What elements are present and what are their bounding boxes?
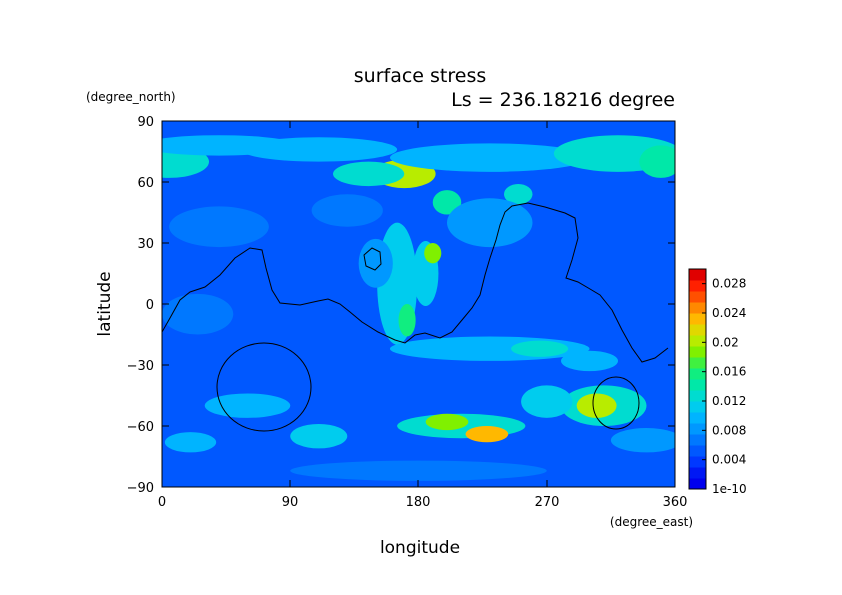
colorbar-band	[689, 478, 706, 490]
colorbar-band	[689, 401, 706, 413]
heatmap-cell	[290, 460, 547, 481]
x-unit-label: (degree_east)	[610, 515, 693, 529]
y-tick-label: 90	[137, 115, 154, 130]
crater-hellas	[216, 342, 312, 432]
colorbar-band	[689, 445, 706, 457]
colorbar-band	[689, 335, 706, 347]
colorbar-tick-label: 0.024	[712, 306, 746, 320]
heatmap-cell	[432, 190, 462, 215]
heatmap-cell	[447, 198, 533, 248]
heatmap-cell	[465, 426, 509, 443]
heatmap	[162, 121, 675, 487]
colorbar-band	[689, 269, 706, 281]
heatmap-cell	[333, 161, 405, 187]
heatmap-cell	[290, 423, 348, 449]
y-tick-label: 60	[137, 176, 154, 191]
heatmap-cell	[240, 137, 398, 162]
colorbar-frame	[688, 268, 707, 490]
heatmap-cell	[164, 432, 217, 453]
colorbar-band	[689, 357, 706, 369]
heatmap-cell	[521, 385, 573, 418]
colorbar-tick-label: 0.008	[712, 423, 746, 437]
colorbar-band	[689, 324, 706, 336]
heatmap-cell	[390, 143, 590, 172]
colorbar-band	[689, 434, 706, 446]
colorbar-band	[689, 412, 706, 424]
heatmap-cell	[425, 413, 469, 431]
heatmap-cell	[398, 304, 416, 337]
colorbar-band	[689, 379, 706, 391]
x-tick-label: 180	[406, 495, 431, 510]
heatmap-cell	[610, 428, 675, 453]
colorbar-band	[689, 456, 706, 468]
x-tick-label: 90	[282, 495, 299, 510]
colorbar-tick-label: 1e-10	[712, 482, 747, 496]
y-axis	[162, 120, 675, 488]
heatmap-cell	[511, 340, 569, 357]
coastline-island	[363, 247, 382, 271]
y-tick-label: −90	[127, 481, 154, 496]
y-tick-label: 0	[146, 298, 154, 313]
colorbar-band	[689, 313, 706, 325]
heatmap-cell	[358, 238, 393, 288]
y-axis-label: latitude	[95, 271, 115, 336]
colorbar-tick-label: 0.016	[712, 365, 746, 379]
heatmap-cell	[639, 145, 675, 178]
x-tick-label: 0	[158, 495, 166, 510]
colorbar-band	[689, 423, 706, 435]
y-unit-label: (degree_north)	[86, 90, 176, 104]
colorbar-tick-label: 0.02	[712, 335, 739, 349]
y-tick-label: −60	[127, 420, 154, 435]
colorbar-band	[689, 390, 706, 402]
y-tick-label: −30	[127, 359, 154, 374]
heatmap-cell	[162, 293, 234, 335]
heatmap-cell	[311, 194, 383, 227]
colorbar: 1e-10 0.004 0.008 0.012 0.016 0.02 0.024 0.028	[688, 268, 747, 496]
colorbar-tick-label: 0.028	[712, 277, 746, 291]
colorbar-band	[689, 280, 706, 292]
colorbar-band	[689, 368, 706, 380]
colorbar-tick-label: 0.012	[712, 394, 746, 408]
heatmap-cell	[561, 350, 618, 372]
chart-title: surface stress	[354, 65, 487, 87]
coastline-main	[162, 202, 669, 363]
chart-subtitle: Ls = 236.18216 degree	[451, 89, 675, 111]
colorbar-band	[689, 302, 706, 314]
x-axis	[161, 121, 676, 487]
heatmap-cell	[424, 243, 442, 264]
colorbar-band	[689, 467, 706, 479]
y-tick-label: 30	[137, 237, 154, 252]
colorbar-tick-label: 0.004	[712, 453, 746, 467]
colorbar-band	[689, 291, 706, 303]
heatmap-cell	[169, 206, 269, 248]
heatmap-cell	[504, 184, 533, 205]
heatmap-cell	[576, 393, 617, 418]
coastlines	[162, 202, 669, 432]
x-axis-label: longitude	[380, 538, 460, 558]
heatmap-cell	[204, 393, 291, 418]
crater-argyre	[592, 376, 640, 430]
colorbar-band	[689, 346, 706, 358]
x-tick-label: 360	[663, 495, 688, 510]
x-tick-label: 270	[535, 495, 560, 510]
